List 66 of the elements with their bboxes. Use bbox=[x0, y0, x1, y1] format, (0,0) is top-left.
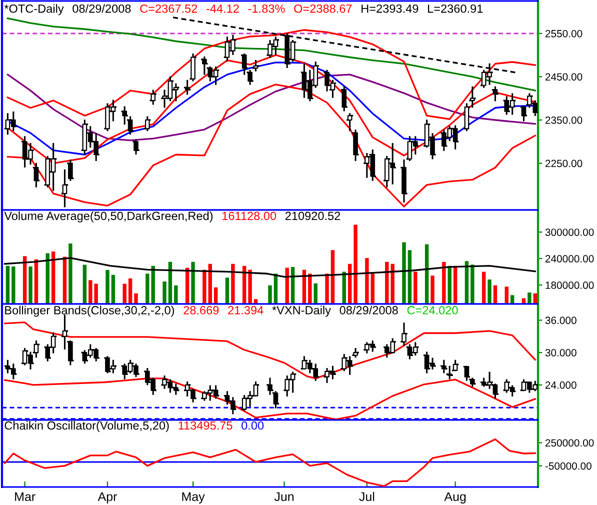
annotation: *VXN-Daily bbox=[272, 306, 331, 317]
annotation: C=24.020 bbox=[407, 306, 458, 314]
candlestick bbox=[353, 130, 358, 162]
candlestick bbox=[521, 106, 526, 122]
candlestick bbox=[150, 90, 156, 105]
y-tick-label: 300000.00 bbox=[545, 228, 594, 236]
candlestick bbox=[184, 80, 190, 95]
x-tick-label: Jul bbox=[359, 492, 374, 502]
candlestick bbox=[352, 348, 359, 358]
candlestick bbox=[253, 60, 258, 72]
line-series bbox=[6, 17, 536, 92]
chart-subtitle: 08/29/2008 bbox=[72, 4, 131, 13]
annotation: 113495.75 bbox=[178, 421, 232, 430]
candlestick bbox=[62, 169, 68, 208]
annotation: 21.394 bbox=[228, 306, 264, 314]
candlestick bbox=[34, 162, 39, 188]
y-tick-label: 36.000 bbox=[545, 316, 576, 324]
line-series bbox=[4, 438, 536, 487]
candlestick bbox=[202, 56, 207, 75]
candlestick bbox=[347, 113, 352, 132]
candlestick bbox=[134, 140, 138, 155]
candlestick bbox=[464, 103, 470, 132]
annotation: 210920.52 bbox=[285, 212, 340, 220]
y-tick-label: 180000.00 bbox=[546, 282, 594, 289]
candlestick bbox=[144, 116, 150, 132]
y-tick-label: 30.000 bbox=[545, 349, 576, 356]
x-tick-label: Apr bbox=[98, 492, 118, 504]
candlestick bbox=[34, 340, 39, 358]
annotation: 161128.00 bbox=[222, 212, 276, 220]
candlestick bbox=[442, 360, 446, 374]
candlestick bbox=[190, 53, 196, 82]
y-tick-label: 250000.00 bbox=[545, 439, 594, 447]
chart-title: *OTC-Daily bbox=[4, 4, 64, 16]
candlestick bbox=[452, 360, 458, 371]
line-series bbox=[4, 257, 536, 278]
x-tick-label: Mar bbox=[15, 492, 36, 502]
chart-title: Bollinger Bands(Close,30,2,-2,0) bbox=[5, 306, 174, 317]
candlestick bbox=[402, 322, 406, 346]
annotation: 28.669 bbox=[184, 306, 219, 314]
annotation: C=2367.52 bbox=[140, 4, 198, 13]
x-tick-label: Jun bbox=[274, 492, 294, 502]
annotation: 0.00 bbox=[242, 421, 264, 430]
y-tick-label: 2250.00 bbox=[545, 160, 582, 168]
x-tick-label: May bbox=[182, 492, 205, 504]
annotation: H=2393.49 bbox=[362, 4, 418, 13]
annotation: L=2360.91 bbox=[428, 4, 483, 13]
y-tick-label: 240000.00 bbox=[545, 255, 594, 262]
y-tick-label: 2350.00 bbox=[545, 116, 582, 124]
candlestick bbox=[342, 86, 347, 112]
candlestick bbox=[402, 159, 406, 203]
chart-title: Chaikin Oscillator(Volume,5,20) bbox=[4, 421, 169, 432]
y-tick-label: 24.000 bbox=[545, 381, 576, 389]
x-tick-label: Aug bbox=[444, 492, 466, 504]
annotation: -1.83% bbox=[248, 4, 285, 13]
line-series bbox=[4, 322, 536, 380]
annotation: 08/29/2008 bbox=[340, 306, 398, 314]
y-tick-label: -50000.00 bbox=[545, 462, 592, 470]
chart-title: Volume Average(50,50,DarkGreen,Red) bbox=[4, 211, 213, 222]
candlestick bbox=[248, 70, 252, 85]
candlestick bbox=[68, 159, 73, 181]
candlestick bbox=[68, 341, 73, 366]
y-tick-label: 2550.00 bbox=[545, 30, 582, 38]
annotation: O=2388.67 bbox=[294, 4, 352, 13]
candlestick bbox=[492, 86, 498, 102]
annotation: -44.12 bbox=[206, 4, 239, 13]
y-tick-label: 2450.00 bbox=[545, 73, 582, 81]
